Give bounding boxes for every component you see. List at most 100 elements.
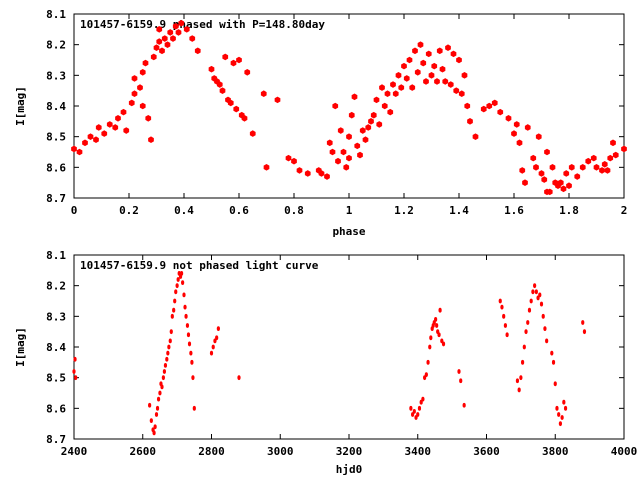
data-point [513, 121, 520, 128]
data-point [524, 124, 531, 131]
data-point [291, 157, 297, 165]
data-point [227, 99, 234, 107]
data-point [412, 47, 418, 55]
data-point [562, 399, 566, 405]
data-point [384, 90, 391, 98]
data-point [398, 84, 405, 91]
x-tick-label: 2800 [198, 445, 225, 458]
data-point [535, 133, 542, 140]
data-point [354, 142, 361, 150]
data-point [165, 356, 169, 362]
data-point [263, 164, 270, 171]
data-point [175, 283, 179, 289]
data-point [87, 133, 94, 140]
data-point [549, 164, 556, 171]
data-point [497, 108, 504, 116]
data-point [82, 139, 88, 147]
axis-ticks: 2400 2600 2800 3000 3200 3400 3600 3800 4000 8.1 8… [46, 249, 637, 458]
data-point [412, 409, 416, 414]
data-point [187, 341, 192, 347]
data-point [607, 154, 614, 162]
data-point [435, 323, 439, 328]
data-point [131, 90, 138, 98]
data-point [428, 72, 435, 79]
data-point [346, 154, 352, 162]
data-point [434, 317, 438, 322]
x-axis-label: phase [332, 225, 365, 238]
data-point [365, 124, 372, 131]
data-point [445, 44, 451, 52]
x-tick-label: 1.2 [394, 204, 414, 217]
data-point [332, 102, 339, 110]
data-point [167, 29, 174, 36]
data-point [519, 375, 523, 381]
data-point [555, 405, 559, 411]
data-point [417, 41, 424, 48]
data-point [304, 170, 311, 177]
data-point [115, 114, 121, 122]
data-point [145, 114, 152, 122]
data-point [93, 136, 99, 144]
data-point [189, 350, 193, 356]
data-point [428, 344, 432, 350]
data-point [498, 298, 502, 304]
data-point [149, 418, 153, 423]
data-point [373, 96, 380, 104]
data-points [71, 19, 627, 196]
data-point [557, 179, 564, 186]
data-point [137, 84, 143, 91]
data-point [139, 102, 146, 110]
x-tick-label: 0.4 [174, 204, 194, 217]
data-point [155, 405, 160, 411]
y-tick-label: 8.4 [46, 100, 66, 113]
data-point [601, 160, 608, 168]
data-point [505, 332, 509, 338]
x-tick-label: 1.4 [449, 204, 469, 217]
data-point [599, 167, 605, 174]
x-tick-label: 2400 [61, 445, 88, 458]
data-point [337, 127, 344, 134]
data-point [621, 145, 627, 153]
data-point [324, 173, 330, 180]
data-point [106, 121, 113, 128]
data-point [73, 356, 77, 362]
data-point [162, 369, 167, 374]
data-point [387, 108, 394, 116]
data-point [128, 99, 135, 107]
data-point [170, 313, 174, 319]
data-point [392, 90, 399, 98]
data-point [194, 47, 201, 55]
data-point [417, 405, 422, 411]
data-point [538, 170, 545, 177]
data-point [376, 121, 383, 128]
data-point [381, 102, 388, 110]
x-tick-label: 1.6 [504, 204, 524, 217]
data-point [159, 47, 165, 55]
data-point [211, 344, 215, 350]
data-point [517, 387, 521, 393]
data-point [161, 375, 165, 381]
data-point [329, 148, 336, 156]
data-point [511, 130, 517, 137]
data-point [183, 26, 190, 33]
data-point [516, 139, 523, 147]
data-point [458, 90, 465, 98]
y-tick-label: 8.6 [46, 402, 66, 415]
data-point [148, 402, 152, 408]
data-point [176, 277, 180, 282]
data-point [529, 298, 533, 304]
data-point [152, 430, 156, 436]
data-point [515, 378, 520, 384]
data-point [522, 344, 526, 350]
data-point [139, 68, 146, 76]
data-point [182, 292, 186, 298]
data-point [72, 369, 76, 374]
data-point [237, 375, 241, 381]
y-tick-label: 8.7 [46, 192, 66, 205]
data-point [230, 59, 237, 67]
data-point [500, 304, 504, 310]
data-point [359, 127, 366, 134]
data-point [181, 280, 185, 285]
data-point [163, 363, 168, 368]
data-point [362, 136, 369, 144]
